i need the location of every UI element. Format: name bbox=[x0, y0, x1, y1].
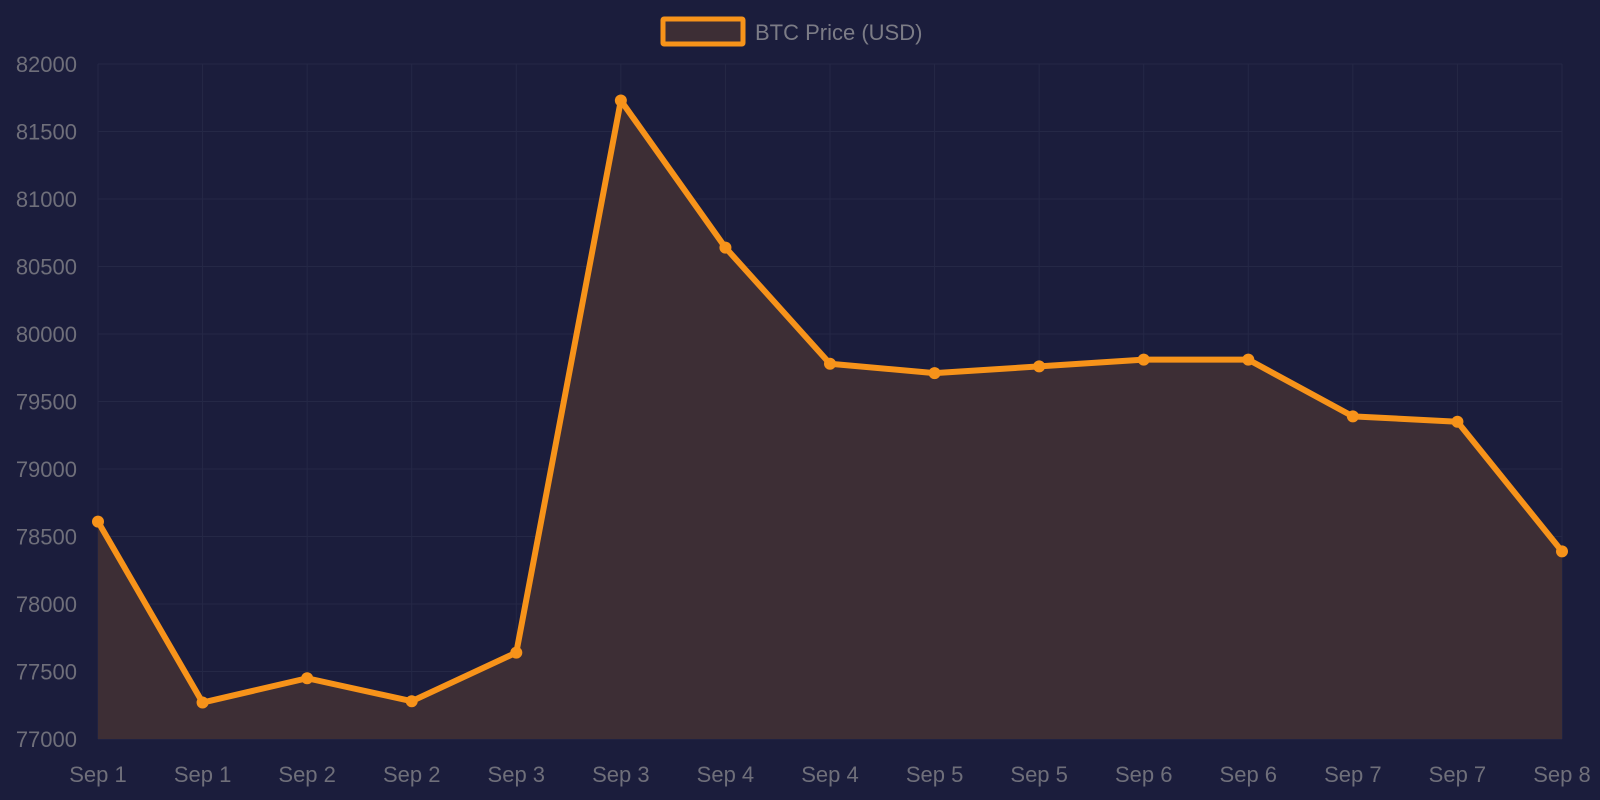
data-point[interactable] bbox=[405, 695, 418, 708]
x-tick-label: Sep 5 bbox=[1010, 762, 1068, 787]
data-point[interactable] bbox=[1556, 545, 1568, 558]
x-tick-label: Sep 3 bbox=[592, 762, 650, 787]
data-point[interactable] bbox=[1451, 415, 1464, 428]
y-tick-label: 81000 bbox=[16, 187, 77, 212]
x-tick-label: Sep 5 bbox=[906, 762, 964, 787]
y-tick-label: 82000 bbox=[16, 52, 77, 77]
x-tick-label: Sep 8 bbox=[1533, 762, 1591, 787]
data-point[interactable] bbox=[1242, 353, 1255, 366]
area-fill-layer bbox=[98, 100, 1562, 739]
x-tick-label: Sep 7 bbox=[1324, 762, 1382, 787]
area-fill bbox=[98, 100, 1562, 739]
x-tick-label: Sep 1 bbox=[174, 762, 232, 787]
data-points-layer bbox=[92, 94, 1568, 709]
legend[interactable]: BTC Price (USD) bbox=[660, 16, 922, 47]
y-tick-label: 78500 bbox=[16, 525, 77, 550]
y-tick-label: 80000 bbox=[16, 322, 77, 347]
legend-swatch bbox=[660, 16, 746, 47]
data-point[interactable] bbox=[614, 94, 627, 107]
x-tick-label: Sep 2 bbox=[383, 762, 441, 787]
legend-label: BTC Price (USD) bbox=[755, 20, 922, 45]
y-tick-label: 78000 bbox=[16, 592, 77, 617]
y-axis-ticks: 77000 77500 78000 78500 79000 79500 80000 80500… bbox=[16, 52, 77, 752]
x-tick-label: Sep 4 bbox=[801, 762, 859, 787]
y-tick-label: 79000 bbox=[16, 457, 77, 482]
data-point[interactable] bbox=[1033, 360, 1046, 373]
y-tick-label: 81500 bbox=[16, 120, 77, 145]
y-tick-label: 77500 bbox=[16, 660, 77, 685]
data-point[interactable] bbox=[510, 646, 523, 659]
x-tick-label: Sep 2 bbox=[278, 762, 336, 787]
x-tick-label: Sep 1 bbox=[69, 762, 127, 787]
data-point[interactable] bbox=[719, 241, 732, 254]
data-point[interactable] bbox=[92, 515, 104, 528]
x-tick-label: Sep 6 bbox=[1115, 762, 1173, 787]
x-tick-label: Sep 3 bbox=[488, 762, 546, 787]
y-tick-label: 80500 bbox=[16, 255, 77, 280]
x-axis-ticks: Sep 1 Sep 1 Sep 2 Sep 2 Sep 3 Sep 3 Sep 4 Sep 4… bbox=[69, 762, 1591, 787]
x-tick-label: Sep 4 bbox=[697, 762, 755, 787]
data-point[interactable] bbox=[1346, 410, 1359, 423]
data-point[interactable] bbox=[824, 357, 836, 370]
y-tick-label: 77000 bbox=[16, 727, 77, 752]
data-point[interactable] bbox=[196, 696, 209, 709]
data-point[interactable] bbox=[928, 367, 941, 380]
x-tick-label: Sep 7 bbox=[1429, 762, 1487, 787]
data-point[interactable] bbox=[1137, 353, 1150, 366]
y-tick-label: 79500 bbox=[16, 390, 77, 415]
data-point[interactable] bbox=[301, 672, 314, 685]
x-tick-label: Sep 6 bbox=[1220, 762, 1278, 787]
